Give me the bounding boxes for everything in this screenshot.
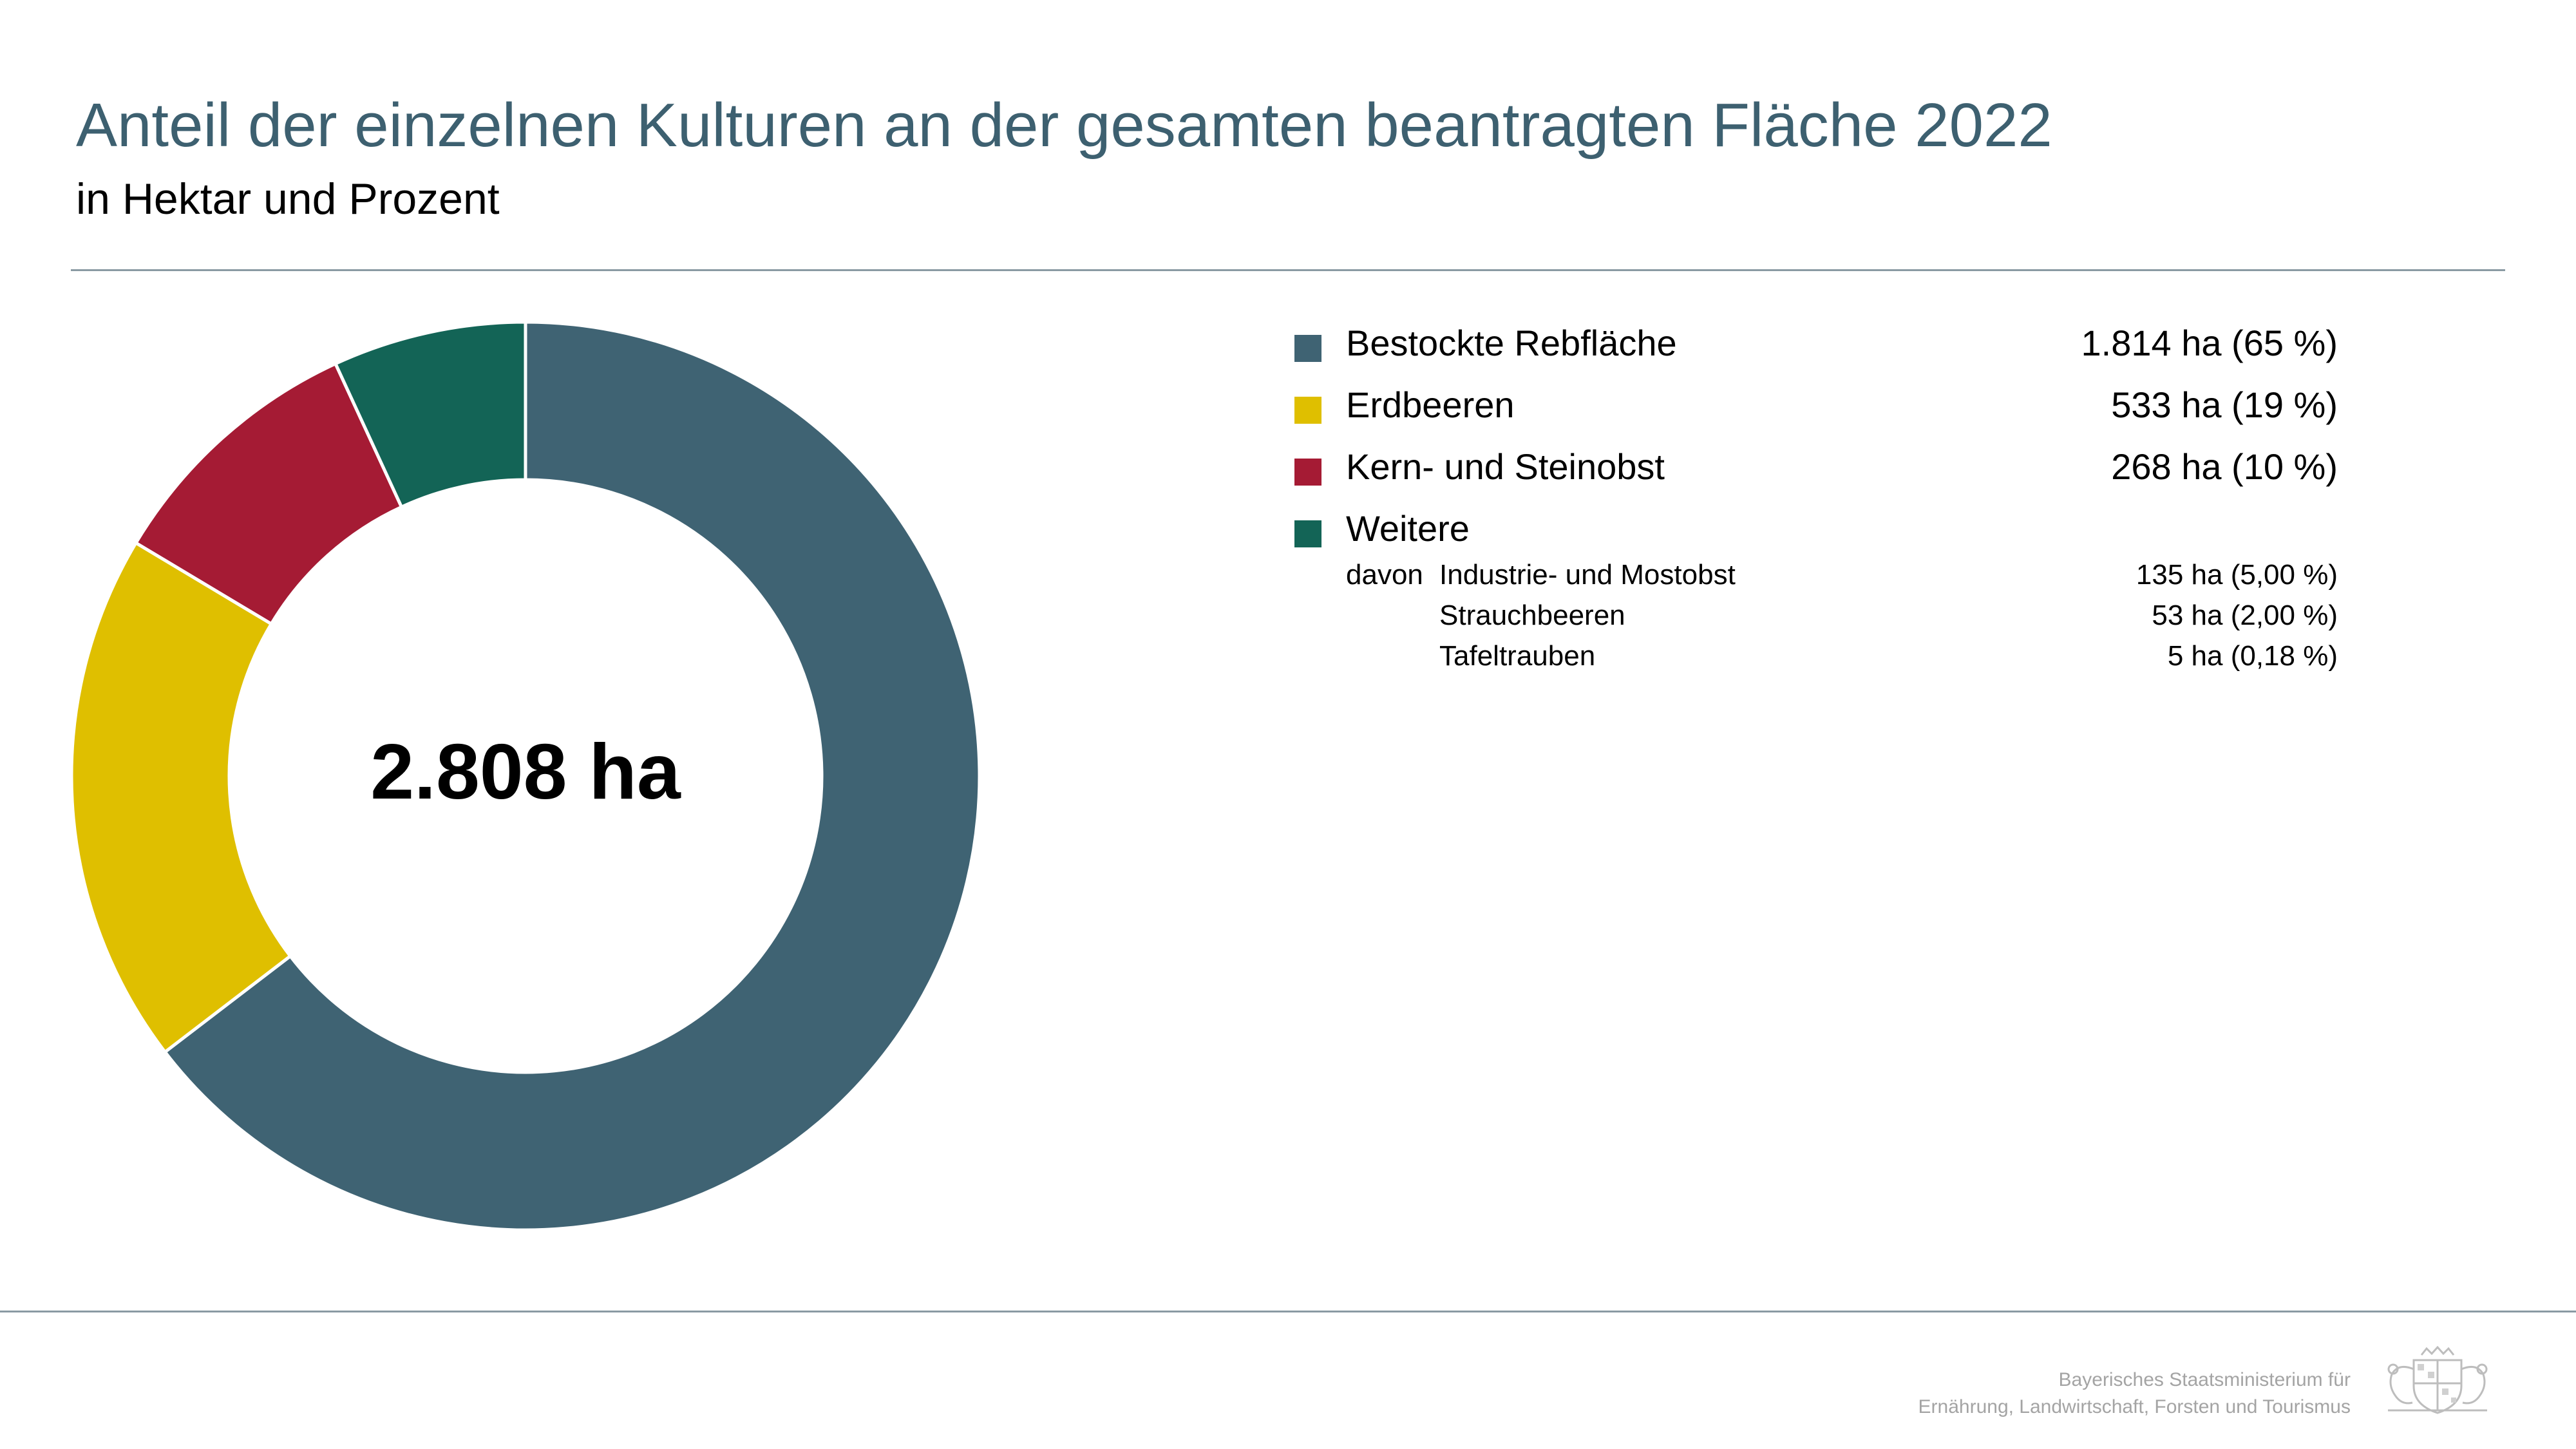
legend-label: Bestockte Rebfläche xyxy=(1346,323,1677,363)
legend-item-kern-und-steinobst: Kern- und Steinobst 268 ha (10 %) xyxy=(1294,446,2338,507)
legend-swatch xyxy=(1294,520,1321,547)
legend-subitem-tafeltrauben: Tafeltrauben 5 ha (0,18 %) xyxy=(1294,640,2338,681)
legend-label: Weitere xyxy=(1346,508,1470,549)
legend-value: 268 ha (10 %) xyxy=(2111,446,2338,487)
legend-value: 533 ha (19 %) xyxy=(2111,384,2338,425)
legend-swatch xyxy=(1294,335,1321,362)
legend-subitem-value: 135 ha (5,00 %) xyxy=(2136,559,2338,591)
legend-subitem-value: 53 ha (2,00 %) xyxy=(2152,600,2338,631)
legend-item-bestockte-rebflaeche: Bestockte Rebfläche 1.814 ha (65 %) xyxy=(1294,322,2338,384)
legend-subitem-label: Tafeltrauben xyxy=(1439,640,1596,672)
donut-slice-bestockte-rebfläche xyxy=(162,320,981,1232)
legend-value: 1.814 ha (65 %) xyxy=(2081,323,2338,363)
page-subtitle: in Hektar und Prozent xyxy=(76,175,500,223)
legend-swatch xyxy=(1294,459,1321,486)
bottom-divider xyxy=(0,1311,2576,1312)
donut-center-label: 2.808 ha xyxy=(370,728,681,815)
ministry-name: Bayerisches Staatsministerium für Ernähr… xyxy=(1918,1367,2351,1421)
legend-label: Kern- und Steinobst xyxy=(1346,446,1665,487)
donut-slice-weitere xyxy=(333,320,527,509)
legend-subitem-label: Industrie- und Mostobst xyxy=(1439,559,1736,591)
legend-subitem-industrie-und-mostobst: davon Industrie- und Mostobst 135 ha (5,… xyxy=(1294,559,2338,600)
legend-swatch xyxy=(1294,397,1321,424)
ministry-name-line-2: Ernährung, Landwirtschaft, Forsten und T… xyxy=(1918,1396,2351,1417)
top-divider xyxy=(71,269,2505,271)
bavarian-coat-of-arms-icon xyxy=(2387,1346,2488,1414)
donut-chart: 2.808 ha xyxy=(70,320,981,1232)
legend-subitem-prefix: davon xyxy=(1346,559,1423,591)
page-title: Anteil der einzelnen Kulturen an der ges… xyxy=(76,91,2052,160)
legend-subitem-strauchbeeren: Strauchbeeren 53 ha (2,00 %) xyxy=(1294,600,2338,640)
legend-label: Erdbeeren xyxy=(1346,384,1515,425)
ministry-name-line-1: Bayerisches Staatsministerium für xyxy=(2058,1369,2351,1390)
legend-subitem-label: Strauchbeeren xyxy=(1439,600,1625,631)
legend-subitem-value: 5 ha (0,18 %) xyxy=(2167,640,2338,672)
donut-slice-erdbeeren xyxy=(70,540,293,1055)
legend-item-weitere: Weitere xyxy=(1294,507,2338,559)
chart-legend: Bestockte Rebfläche 1.814 ha (65 %) Erdb… xyxy=(1294,322,2338,681)
legend-item-erdbeeren: Erdbeeren 533 ha (19 %) xyxy=(1294,384,2338,446)
